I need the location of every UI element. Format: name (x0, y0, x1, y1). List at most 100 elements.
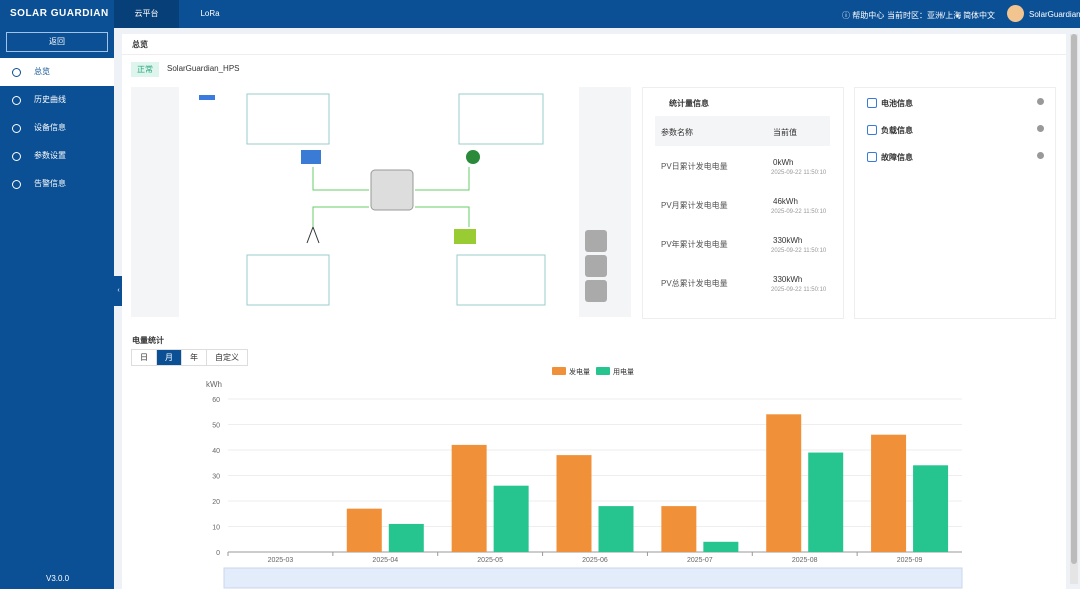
header: SOLAR GUARDIAN 云平台 LoRa ⓘ 帮助中心 当前时区：亚洲/上… (0, 0, 1080, 28)
bar (766, 414, 802, 552)
y-tick-label: 60 (212, 397, 220, 404)
diagram (179, 87, 579, 317)
x-tick-label: 2025-05 (477, 557, 503, 564)
nav-item[interactable]: 参数设置 (0, 142, 114, 170)
stat-value: 330kWh (773, 275, 803, 284)
y-axis-label: kWh (206, 380, 222, 389)
bar (346, 508, 382, 552)
stat-value: 0kWh (773, 158, 794, 167)
x-tick-label: 2025-04 (372, 557, 398, 564)
bar (451, 444, 487, 552)
stats-panel: 统计量信息 参数名称 当前值 PV日累计发电电量 0kWh 2025-09-22 1… (642, 87, 844, 319)
home-icon (466, 150, 480, 164)
info-title[interactable]: 电池信息 (881, 99, 913, 108)
avatar[interactable] (1007, 5, 1024, 22)
bar (598, 506, 634, 552)
status-badge: 正常 (131, 62, 159, 77)
grid-box (246, 254, 330, 306)
period-tab[interactable]: 自定义 (206, 349, 248, 366)
nav-item[interactable]: 设备信息 (0, 114, 114, 142)
x-tick-label: 2025-06 (582, 557, 608, 564)
bar (808, 452, 844, 552)
battery-icon (454, 229, 476, 244)
col-name: 参数名称 (661, 128, 693, 137)
language[interactable]: ◐ 简体中文 (956, 11, 996, 20)
main-panel: 总览 正常 SolarGuardian_HPS 统计量信息 参 (122, 34, 1066, 589)
energy-title: 电量统计 (132, 336, 164, 345)
y-tick-label: 10 (212, 525, 220, 532)
bar (661, 506, 697, 552)
stat-time: 2025-09-22 11:50:10 (771, 170, 827, 176)
stat-time: 2025-09-22 11:50:10 (771, 209, 827, 215)
flow-lines (312, 167, 470, 227)
bar (913, 465, 949, 552)
bar (556, 455, 592, 552)
stat-name: PV日累计发电电量 (661, 162, 728, 171)
expand-icon[interactable] (1037, 125, 1044, 132)
fit-view[interactable] (585, 280, 607, 302)
back-button[interactable]: 返回 (6, 32, 108, 52)
energy-tabs: 日月年自定义 (131, 349, 248, 366)
x-tick-label: 2025-09 (897, 557, 923, 564)
x-tick-label: 2025-07 (687, 557, 713, 564)
legend-swatch (552, 367, 566, 375)
stat-time: 2025-09-22 11:50:10 (771, 287, 827, 293)
nav-icon (12, 124, 21, 133)
data-zoom (223, 567, 963, 589)
stat-time: 2025-09-22 11:50:10 (771, 248, 827, 254)
y-tick-label: 40 (212, 448, 220, 455)
info-icon (867, 152, 877, 162)
stats-header: 参数名称 当前值 (655, 116, 830, 146)
stat-value: 330kWh (773, 236, 803, 245)
expand-icon[interactable] (1037, 152, 1044, 159)
stat-name: PV月累计发电电量 (661, 201, 728, 210)
y-tick-label: 50 (212, 423, 220, 430)
zoom-out[interactable] (585, 255, 607, 277)
info-title[interactable]: 故障信息 (881, 153, 913, 162)
expand-icon[interactable] (1037, 98, 1044, 105)
user-name[interactable]: SolarGuardian (1029, 10, 1080, 19)
nav-item[interactable]: 告警信息 (0, 170, 114, 198)
timezone: 当前时区：亚洲/上海 (887, 11, 962, 20)
info-icon (867, 125, 877, 135)
nav-item[interactable]: 总览 (0, 58, 114, 86)
bar (493, 485, 529, 552)
legend-swatch (596, 367, 610, 375)
info-icon (867, 98, 877, 108)
y-tick-label: 30 (212, 474, 220, 481)
diagram-panel (131, 87, 631, 317)
inverter (370, 169, 414, 211)
scrollbar[interactable] (1070, 34, 1078, 584)
info-panel: 电池信息负载信息故障信息 (854, 87, 1056, 319)
x-tick-label: 2025-03 (268, 557, 294, 564)
tab-cloud[interactable]: 云平台 (114, 0, 179, 28)
y-tick-label: 20 (212, 499, 220, 506)
legend-label: 用电量 (613, 367, 634, 376)
nav-icon (12, 68, 21, 77)
tab-lora[interactable]: LoRa (200, 9, 220, 18)
page-title: 总览 (132, 40, 148, 49)
zoom-in[interactable] (585, 230, 607, 252)
x-tick-label: 2025-08 (792, 557, 818, 564)
logo: SOLAR GUARDIAN (10, 8, 109, 19)
language-text[interactable]: 简体中文 (963, 11, 996, 20)
nav-icon (12, 96, 21, 105)
version: V3.0.0 (46, 574, 70, 583)
flow-diagram (199, 93, 546, 306)
stat-value: 46kWh (773, 197, 798, 206)
help[interactable]: ⓘ 帮助中心 (842, 11, 885, 20)
chip (199, 95, 215, 100)
info-title[interactable]: 负载信息 (881, 126, 913, 135)
legend-label: 发电量 (569, 367, 590, 376)
bar (703, 541, 739, 552)
sidebar: 返回 总览 历史曲线 设备信息 参数设置 告警信息 V3.0.0 ‹ (0, 28, 123, 589)
stats-title: 统计量信息 (669, 99, 709, 108)
divider (122, 54, 1066, 55)
bar (871, 434, 907, 552)
collapse-handle[interactable]: ‹ (114, 276, 123, 306)
help-text[interactable]: 帮助中心 (852, 11, 885, 20)
bar (388, 523, 424, 552)
device-name: SolarGuardian_HPS (167, 64, 240, 73)
nav-item[interactable]: 历史曲线 (0, 86, 114, 114)
